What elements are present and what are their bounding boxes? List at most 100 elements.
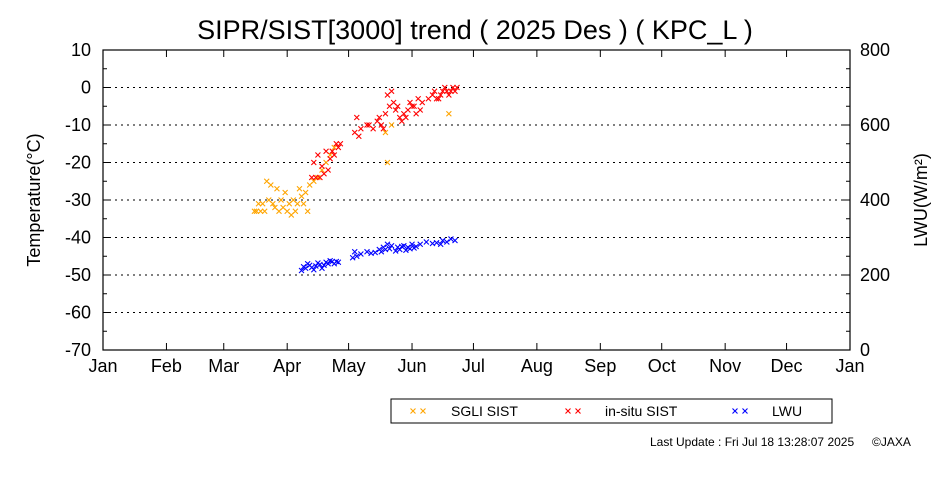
y-tick-label: -10 bbox=[65, 115, 91, 135]
right-axis-tick-labels: 800 600 400 200 0 bbox=[860, 40, 890, 360]
legend-markers bbox=[410, 408, 748, 414]
data-point bbox=[403, 247, 409, 254]
copyright-text: ©JAXA bbox=[872, 435, 911, 449]
legend-marker bbox=[742, 408, 748, 414]
data-point bbox=[454, 84, 460, 91]
legend-marker bbox=[732, 408, 738, 414]
y-tick-label: -20 bbox=[65, 153, 91, 173]
data-point bbox=[357, 251, 364, 257]
grid-lines bbox=[103, 87, 850, 313]
data-point bbox=[300, 200, 307, 207]
data-point bbox=[388, 88, 395, 95]
data-point bbox=[294, 200, 301, 207]
x-tick-label: Aug bbox=[521, 356, 553, 376]
y-tick-label: -50 bbox=[65, 265, 91, 285]
data-point bbox=[382, 110, 389, 117]
data-point bbox=[392, 107, 399, 113]
y-tick-label: 10 bbox=[71, 40, 91, 60]
data-point bbox=[384, 159, 391, 166]
data-point bbox=[437, 92, 444, 98]
data-point bbox=[409, 241, 415, 248]
data-point bbox=[409, 103, 415, 110]
data-point bbox=[310, 266, 317, 273]
data-point bbox=[355, 133, 362, 140]
data-point bbox=[431, 88, 438, 95]
data-point bbox=[452, 88, 458, 95]
legend-marker bbox=[420, 408, 426, 414]
data-point bbox=[353, 253, 360, 260]
data-point bbox=[378, 248, 385, 255]
data-point bbox=[392, 248, 399, 254]
data-point bbox=[452, 237, 458, 244]
data-point bbox=[441, 84, 448, 91]
data-point bbox=[349, 254, 356, 261]
y-axis-label: Temperature(°C) bbox=[24, 133, 44, 266]
data-point bbox=[261, 208, 268, 215]
data-point bbox=[376, 114, 383, 121]
data-point bbox=[329, 148, 336, 155]
x-axis-tick-labels: Jan Feb Mar Apr May Jun Jul Aug Sep Oct Nov Dec Jan bbox=[88, 356, 864, 376]
data-point bbox=[448, 236, 454, 242]
y-tick-label: -40 bbox=[65, 228, 91, 248]
data-point bbox=[292, 208, 299, 215]
y-tick-label: 0 bbox=[81, 78, 91, 98]
last-update-text: Last Update : Fri Jul 18 13:28:07 2025 bbox=[650, 435, 854, 449]
x-tick-label: Nov bbox=[709, 356, 741, 376]
x-tick-label: May bbox=[332, 356, 366, 376]
data-point bbox=[319, 265, 325, 272]
data-point bbox=[267, 182, 274, 188]
x-tick-label: Sep bbox=[584, 356, 616, 376]
data-point bbox=[417, 241, 424, 248]
series-1 bbox=[308, 84, 460, 181]
data-point bbox=[388, 122, 395, 128]
data-point bbox=[400, 242, 407, 249]
x-tick-label: Jul bbox=[462, 356, 485, 376]
y-tick-label: -30 bbox=[65, 190, 91, 210]
legend-label-sgli-sist: SGLI SIST bbox=[451, 403, 518, 419]
data-points bbox=[251, 84, 460, 274]
x-tick-label: Mar bbox=[208, 356, 239, 376]
data-point bbox=[321, 262, 327, 269]
legend: SGLI SIST in-situ SIST LWU bbox=[390, 398, 833, 424]
data-point bbox=[323, 148, 329, 155]
data-point bbox=[445, 110, 452, 117]
data-point bbox=[310, 159, 317, 166]
data-point bbox=[384, 241, 391, 248]
x-tick-label: Apr bbox=[273, 356, 301, 376]
data-point bbox=[388, 242, 395, 249]
data-point bbox=[364, 248, 370, 255]
data-point bbox=[282, 189, 289, 196]
left-axis-tick-labels: 10 0 -10 -20 -30 -40 -50 -60 -70 bbox=[65, 40, 91, 360]
data-point bbox=[331, 152, 338, 158]
data-point bbox=[335, 144, 342, 151]
data-point bbox=[269, 200, 276, 207]
data-point bbox=[433, 239, 440, 246]
data-point bbox=[302, 265, 309, 272]
y2-tick-label: 800 bbox=[860, 40, 890, 60]
y2-tick-label: 600 bbox=[860, 115, 890, 135]
data-point bbox=[443, 239, 450, 245]
data-point bbox=[437, 241, 444, 248]
data-point bbox=[351, 248, 358, 255]
data-point bbox=[378, 122, 385, 128]
data-point bbox=[403, 114, 409, 121]
legend-box bbox=[390, 398, 833, 424]
data-point bbox=[319, 163, 325, 170]
x-tick-label: Jan bbox=[835, 356, 864, 376]
data-point bbox=[445, 92, 452, 98]
data-point bbox=[353, 114, 360, 121]
x-tick-label: Oct bbox=[648, 356, 676, 376]
data-point bbox=[413, 243, 420, 250]
data-point bbox=[296, 185, 303, 192]
data-point bbox=[382, 129, 389, 136]
chart-title: SIPR/SIST[3000] trend ( 2025 Des ) ( KPC… bbox=[197, 15, 753, 45]
legend-marker bbox=[565, 408, 571, 414]
series-2 bbox=[298, 236, 458, 274]
y2-tick-label: 200 bbox=[860, 265, 890, 285]
y2-tick-label: 400 bbox=[860, 190, 890, 210]
x-tick-label: Feb bbox=[151, 356, 182, 376]
data-point bbox=[439, 237, 446, 244]
legend-marker bbox=[575, 408, 581, 414]
data-point bbox=[364, 122, 370, 128]
